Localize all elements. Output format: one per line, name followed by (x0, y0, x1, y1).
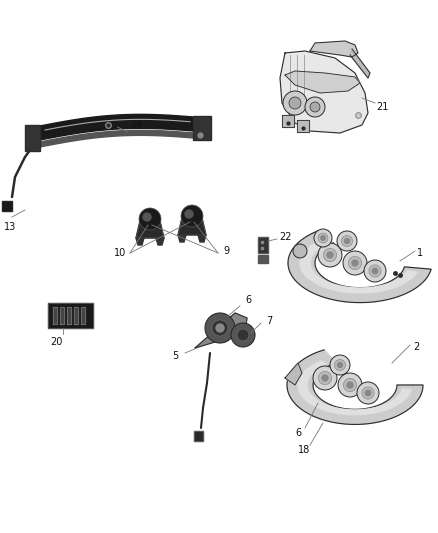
Circle shape (321, 236, 325, 240)
Polygon shape (287, 350, 423, 424)
Polygon shape (300, 242, 417, 293)
Circle shape (293, 244, 307, 258)
Circle shape (318, 243, 342, 267)
Polygon shape (258, 255, 268, 263)
Circle shape (369, 265, 381, 277)
Circle shape (330, 355, 350, 375)
Polygon shape (298, 361, 411, 415)
Circle shape (231, 323, 255, 347)
Polygon shape (136, 221, 164, 238)
Circle shape (322, 375, 328, 381)
Text: 6: 6 (295, 428, 301, 438)
Circle shape (365, 390, 371, 395)
Circle shape (310, 102, 320, 112)
Polygon shape (285, 71, 360, 93)
Circle shape (362, 387, 374, 399)
Polygon shape (136, 238, 144, 245)
Circle shape (237, 329, 249, 341)
Circle shape (283, 91, 307, 115)
Circle shape (216, 324, 224, 332)
Circle shape (343, 378, 357, 392)
Circle shape (318, 233, 328, 243)
Text: 10: 10 (114, 248, 126, 258)
Circle shape (343, 251, 367, 275)
Polygon shape (194, 431, 203, 441)
Circle shape (305, 97, 325, 117)
Polygon shape (60, 307, 64, 324)
Circle shape (335, 359, 346, 370)
Polygon shape (195, 313, 247, 348)
Polygon shape (280, 51, 368, 133)
Circle shape (314, 229, 332, 247)
Circle shape (338, 362, 343, 367)
Text: 21: 21 (376, 102, 388, 112)
Circle shape (205, 313, 235, 343)
Circle shape (342, 236, 353, 246)
Polygon shape (285, 363, 302, 385)
Circle shape (352, 260, 358, 266)
Circle shape (372, 268, 378, 274)
Polygon shape (178, 235, 186, 242)
Circle shape (289, 97, 301, 109)
Polygon shape (30, 115, 205, 142)
Circle shape (212, 320, 228, 336)
Text: 18: 18 (298, 445, 310, 455)
Polygon shape (282, 115, 294, 127)
Text: 6: 6 (245, 295, 251, 305)
Polygon shape (193, 116, 211, 140)
Polygon shape (178, 218, 206, 235)
Polygon shape (48, 303, 93, 328)
Circle shape (347, 382, 353, 388)
Circle shape (313, 366, 337, 390)
Text: 13: 13 (4, 222, 16, 232)
Text: 5: 5 (172, 351, 178, 361)
Text: 7: 7 (266, 316, 272, 326)
Circle shape (338, 373, 362, 397)
Polygon shape (288, 231, 431, 303)
Text: 1: 1 (417, 248, 423, 258)
Polygon shape (2, 201, 12, 211)
Polygon shape (310, 41, 358, 57)
Polygon shape (258, 237, 268, 253)
Circle shape (357, 382, 379, 404)
Circle shape (143, 213, 151, 221)
Text: 22: 22 (279, 232, 291, 242)
Circle shape (181, 205, 203, 227)
Polygon shape (25, 125, 40, 151)
Polygon shape (74, 307, 78, 324)
Circle shape (185, 210, 193, 218)
Circle shape (345, 238, 350, 244)
Polygon shape (53, 307, 57, 324)
Circle shape (327, 252, 333, 258)
Circle shape (323, 248, 336, 262)
Polygon shape (67, 307, 71, 324)
Polygon shape (297, 120, 309, 132)
Polygon shape (81, 307, 85, 324)
Polygon shape (156, 238, 164, 245)
Circle shape (139, 208, 161, 230)
Circle shape (318, 372, 332, 385)
Polygon shape (198, 235, 206, 242)
Text: 9: 9 (223, 246, 229, 256)
Circle shape (348, 256, 362, 270)
Circle shape (364, 260, 386, 282)
Polygon shape (30, 131, 205, 149)
Circle shape (337, 231, 357, 251)
Text: 20: 20 (50, 337, 62, 347)
Text: 14: 14 (131, 119, 144, 129)
Text: 2: 2 (413, 342, 419, 352)
Polygon shape (350, 49, 370, 78)
